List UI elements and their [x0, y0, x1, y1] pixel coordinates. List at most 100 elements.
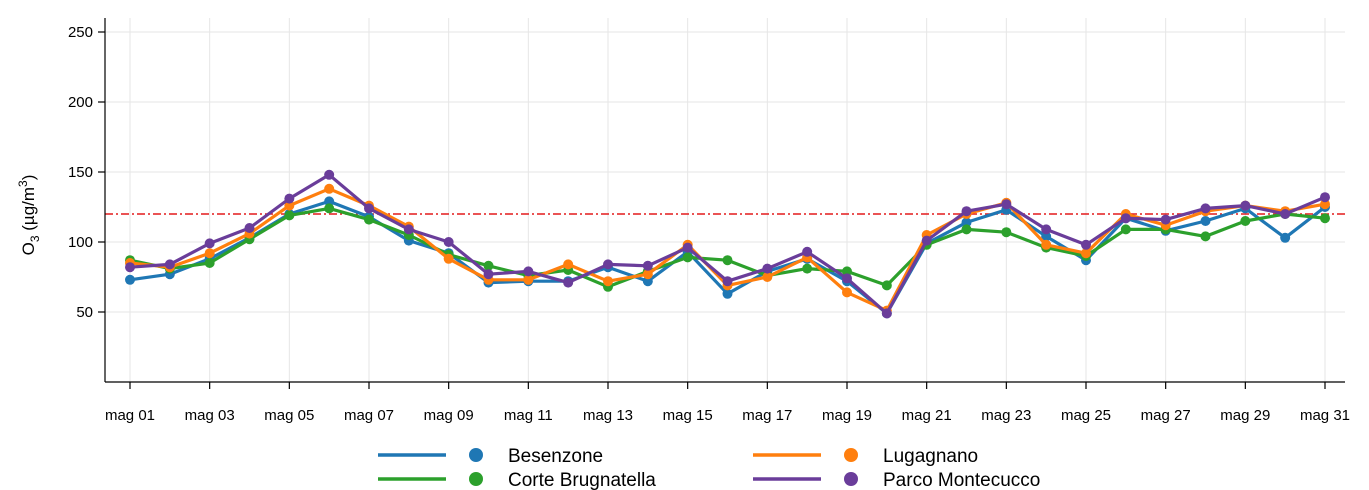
- y-axis-label-superscript: 3: [16, 180, 30, 187]
- legend-item-parco-montecucco: Parco Montecucco: [753, 470, 1040, 490]
- data-point: [682, 252, 693, 263]
- data-point: [1280, 209, 1291, 219]
- legend-item-besenzone: Besenzone: [378, 446, 603, 467]
- data-point: [961, 206, 972, 217]
- axes: [98, 18, 1345, 389]
- x-tick-labels: mag 01 mag 03 mag 05 mag 07 mag 09 mag 11 mag …: [105, 407, 1350, 424]
- y-axis-label-close: ): [19, 175, 38, 181]
- data-point: [324, 196, 335, 207]
- data-point: [722, 288, 733, 299]
- x-tick-label: mag 05: [264, 407, 314, 424]
- data-point: [483, 260, 494, 271]
- x-tick-label: mag 31: [1300, 407, 1350, 424]
- data-point: [802, 263, 813, 274]
- data-point: [523, 266, 534, 277]
- data-point: [842, 273, 852, 284]
- legend-item-lugagnano: Lugagnano: [753, 446, 978, 467]
- data-point: [642, 276, 653, 287]
- legend-label: Parco Montecucco: [883, 470, 1040, 490]
- data-point: [324, 183, 335, 194]
- legend-label: Lugagnano: [883, 446, 978, 467]
- data-point: [284, 193, 295, 204]
- data-point: [961, 224, 972, 235]
- data-point: [1081, 248, 1091, 259]
- data-point: [1240, 200, 1251, 211]
- y-tick-label: 200: [68, 94, 93, 111]
- data-point: [802, 246, 813, 257]
- y-tick-labels: 50 100 150 200 250: [68, 24, 93, 321]
- data-point: [603, 259, 613, 270]
- data-point: [324, 203, 335, 214]
- y-axis-label-base: O: [19, 242, 38, 255]
- data-point: [563, 259, 574, 270]
- data-point: [443, 237, 454, 247]
- data-point: [881, 280, 892, 291]
- data-point: [682, 242, 693, 253]
- data-point: [443, 253, 454, 264]
- legend: Besenzone Corte Brugnatella Lugagnano Parco…: [378, 446, 1040, 490]
- data-point: [1120, 213, 1131, 224]
- y-tick-label: 50: [76, 304, 93, 321]
- grid-lines: [105, 18, 1345, 382]
- legend-marker: [469, 472, 483, 486]
- data-point: [324, 169, 335, 180]
- y-tick-label: 100: [68, 234, 93, 251]
- x-tick-label: mag 17: [742, 407, 792, 424]
- data-point: [284, 200, 295, 211]
- data-point: [762, 272, 773, 282]
- data-point: [762, 263, 773, 274]
- y-axis-label: O3 (µg/m3): [16, 175, 42, 256]
- y-tick-label: 250: [68, 24, 93, 41]
- data-point: [1041, 224, 1052, 235]
- x-tick-label: mag 11: [504, 407, 553, 424]
- legend-item-corte-brugnatella: Corte Brugnatella: [378, 470, 656, 490]
- x-tick-label: mag 27: [1141, 407, 1191, 424]
- series-parco-montecucco: [125, 169, 1330, 319]
- x-tick-label: mag 03: [185, 407, 235, 424]
- data-point: [1041, 239, 1052, 250]
- data-point: [204, 248, 215, 259]
- data-point: [364, 214, 374, 225]
- data-point: [1120, 224, 1131, 235]
- data-point: [603, 276, 613, 287]
- data-point: [284, 210, 295, 221]
- data-point: [1240, 216, 1251, 226]
- data-point: [1001, 227, 1012, 238]
- data-point: [164, 259, 175, 270]
- data-point: [125, 274, 135, 285]
- data-point: [204, 238, 215, 249]
- legend-marker: [469, 448, 483, 462]
- data-point: [722, 255, 733, 266]
- x-tick-label: mag 25: [1061, 407, 1111, 424]
- x-tick-label: mag 13: [583, 407, 633, 424]
- data-point: [1320, 213, 1330, 224]
- data-point: [403, 224, 414, 235]
- x-tick-label: mag 23: [981, 407, 1031, 424]
- x-tick-label: mag 07: [344, 407, 394, 424]
- data-point: [842, 287, 852, 298]
- data-point: [1001, 199, 1012, 210]
- y-axis-label-unit: (µg/m: [19, 187, 38, 236]
- legend-marker: [844, 472, 858, 486]
- data-point: [842, 266, 852, 277]
- x-tick-label: mag 21: [902, 407, 952, 424]
- data-point: [1160, 214, 1171, 225]
- x-tick-label: mag 01: [105, 407, 155, 424]
- x-tick-label: mag 09: [424, 407, 474, 424]
- data-point: [921, 235, 932, 246]
- data-point: [483, 269, 494, 280]
- legend-marker: [844, 448, 858, 462]
- data-point: [961, 217, 972, 228]
- data-point: [1200, 216, 1211, 226]
- series-layer: [125, 169, 1330, 319]
- data-point: [1200, 203, 1211, 214]
- legend-label: Besenzone: [508, 446, 603, 467]
- data-point: [1280, 232, 1291, 243]
- data-point: [523, 274, 534, 285]
- data-point: [1320, 192, 1330, 203]
- y-tick-label: 150: [68, 164, 93, 181]
- data-point: [642, 269, 653, 280]
- legend-label: Corte Brugnatella: [508, 470, 656, 490]
- data-point: [1200, 231, 1211, 242]
